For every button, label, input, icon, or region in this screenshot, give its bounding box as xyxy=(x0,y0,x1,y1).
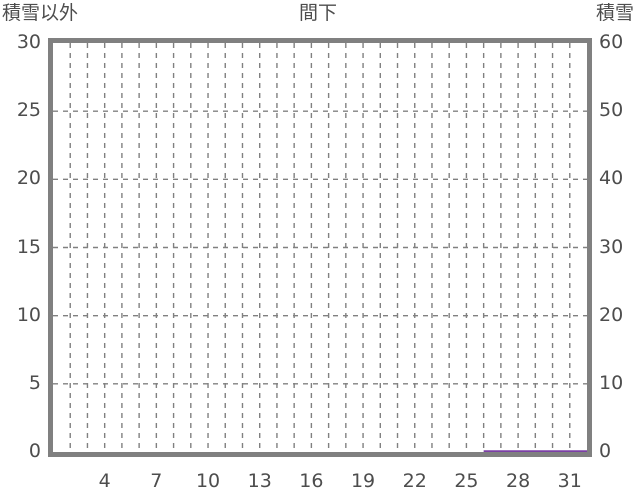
x-axis-tick-label: 13 xyxy=(247,470,272,492)
y-axis-right-tick-label: 0 xyxy=(599,440,612,462)
x-axis-tick-label: 4 xyxy=(98,470,111,492)
y-axis-right-tick-label: 50 xyxy=(599,99,624,122)
chart-title: 間下 xyxy=(298,2,337,24)
x-axis-tick-label: 28 xyxy=(506,470,531,492)
x-axis-tick-label: 19 xyxy=(350,470,376,492)
x-axis-tick-label: 7 xyxy=(150,470,163,492)
y-axis-right-tick-label: 10 xyxy=(599,371,624,394)
y-axis-left-tick-label: 5 xyxy=(28,371,41,394)
y-axis-right-tick-label: 20 xyxy=(599,303,624,326)
y-axis-left-tick-label: 0 xyxy=(28,440,41,462)
right-axis-unit-label: 積雪 xyxy=(595,2,634,24)
x-axis-tick-label: 31 xyxy=(557,470,582,492)
x-axis-tick-label: 16 xyxy=(299,470,324,492)
y-axis-left-tick-label: 10 xyxy=(16,303,41,326)
y-axis-left-tick-label: 20 xyxy=(16,167,41,190)
x-axis-tick-label: 22 xyxy=(402,470,427,492)
y-axis-left-tick-label: 25 xyxy=(16,99,41,122)
y-axis-right-tick-label: 40 xyxy=(599,167,624,190)
y-axis-left-tick-label: 15 xyxy=(16,235,41,258)
y-axis-right-tick-label: 60 xyxy=(599,31,624,53)
y-axis-right-tick-label: 30 xyxy=(599,235,624,258)
x-axis-tick-label: 25 xyxy=(454,470,479,492)
y-axis-left-tick-label: 30 xyxy=(16,31,41,53)
x-axis-tick-label: 10 xyxy=(195,470,221,492)
left-axis-unit-label: 積雪以外 xyxy=(2,2,79,24)
